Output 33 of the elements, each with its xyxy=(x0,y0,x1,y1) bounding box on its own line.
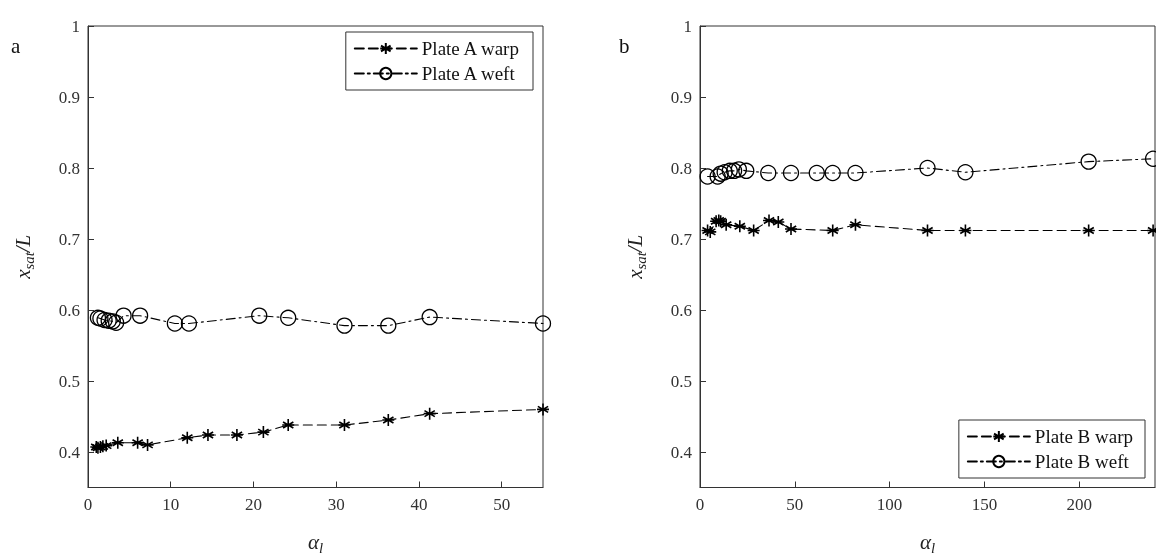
x-tick-label: 0 xyxy=(83,494,93,514)
y-tick-label: 0.7 xyxy=(58,229,81,249)
y-tick-label: 0.6 xyxy=(58,300,80,320)
legend-label: Plate B warp xyxy=(1034,426,1134,447)
y-axis-title: xsat/L xyxy=(623,234,649,280)
chart-title: a xyxy=(11,33,21,58)
x-tick-label: 150 xyxy=(971,494,998,514)
x-tick-label: 20 xyxy=(244,494,262,514)
y-tick-label: 0.8 xyxy=(58,158,80,178)
x-tick-label: 50 xyxy=(786,494,804,514)
y-tick-label: 0.4 xyxy=(58,442,81,462)
x-tick-label: 10 xyxy=(162,494,180,514)
chart-title: b xyxy=(619,33,630,58)
y-tick-label: 0.9 xyxy=(58,87,80,107)
y-tick-label: 0.5 xyxy=(670,371,692,391)
x-tick-label: 30 xyxy=(327,494,345,514)
legend-label: Plate B weft xyxy=(1034,451,1130,472)
y-tick-label: 0.9 xyxy=(670,87,692,107)
legend-label: Plate A weft xyxy=(421,63,516,84)
x-tick-label: 0 xyxy=(695,494,705,514)
y-tick-label: 0.4 xyxy=(670,442,693,462)
y-axis-title: xsat/L xyxy=(11,234,37,280)
y-tick-label: 0.6 xyxy=(670,300,692,320)
x-tick-label: 40 xyxy=(410,494,428,514)
y-tick-label: 1 xyxy=(683,16,692,36)
y-tick-label: 0.7 xyxy=(670,229,693,249)
x-tick-label: 100 xyxy=(876,494,903,514)
y-tick-label: 0.5 xyxy=(58,371,80,391)
legend-label: Plate A warp xyxy=(421,38,519,59)
y-tick-label: 0.8 xyxy=(670,158,692,178)
x-tick-label: 50 xyxy=(493,494,511,514)
y-tick-label: 1 xyxy=(71,16,80,36)
x-tick-label: 200 xyxy=(1066,494,1092,514)
